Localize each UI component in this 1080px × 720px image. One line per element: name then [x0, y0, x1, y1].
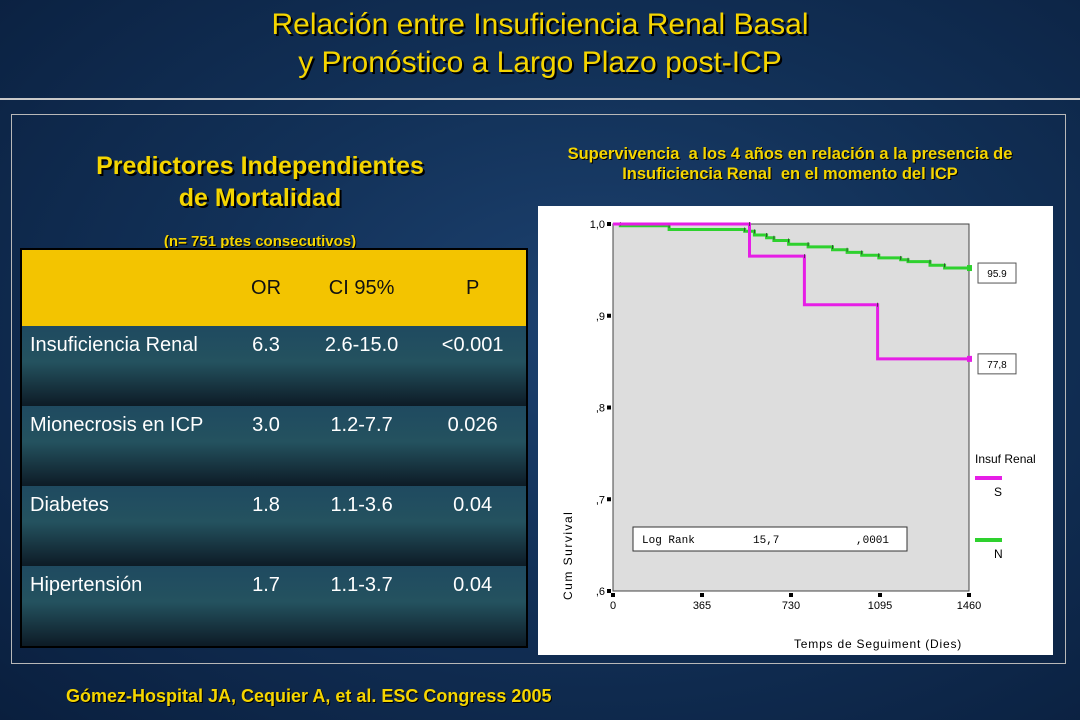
table-row: Hipertensión 1.7 1.1-3.7 0.04: [21, 566, 527, 647]
end-value-box: [977, 353, 1017, 375]
x-tick-label: 730: [782, 600, 800, 612]
slide-title-line2: y Pronóstico a Largo Plazo post-ICP: [298, 46, 782, 79]
log-rank-p-value: ,0001: [856, 535, 889, 547]
or-value: 1.7: [228, 566, 304, 647]
slide-title: Relación entre Insuficiencia Renal Basal…: [0, 6, 1080, 82]
legend-label: N: [994, 547, 1003, 561]
p-value: 0.026: [419, 406, 527, 486]
predictors-title-line2: de Mortalidad: [178, 184, 342, 212]
row-label: Diabetes: [21, 486, 229, 566]
p-value: <0.001: [419, 326, 527, 406]
p-value: 0.04: [419, 566, 527, 647]
x-tick-mark: [611, 593, 615, 597]
x-tick-mark: [789, 593, 793, 597]
table-row: Diabetes 1.8 1.1-3.6 0.04: [21, 486, 527, 566]
table-row: Mionecrosis en ICP 3.0 1.2-7.7 0.026: [21, 406, 527, 486]
x-tick-label: 0: [610, 600, 616, 612]
or-value: 1.8: [228, 486, 304, 566]
end-value-label: 77,8: [987, 360, 1007, 371]
survival-title-line2: Insuficiencia Renal en el momento del IC…: [622, 165, 958, 183]
table-header-row: OR CI 95% P: [21, 249, 527, 326]
x-tick-mark: [967, 593, 971, 597]
ci-value: 1.1-3.7: [303, 566, 420, 647]
end-labels: 77,8 95.9: [977, 262, 1017, 375]
end-value-label: 95.9: [987, 269, 1007, 280]
ci-value: 1.2-7.7: [303, 406, 420, 486]
series-line-s: [613, 222, 969, 361]
citation: Gómez-Hospital JA, Cequier A, et al. ESC…: [66, 686, 552, 706]
end-value-box: [977, 262, 1017, 284]
table-row: Insuficiencia Renal 6.3 2.6-15.0 <0.001: [21, 326, 527, 406]
y-axis-label: Cum Survival: [561, 511, 575, 600]
row-label: Insuficiencia Renal: [21, 326, 229, 406]
x-axis-label: Temps de Seguiment (Dies): [794, 637, 962, 651]
column-header: P: [419, 249, 527, 326]
row-label: Hipertensión: [21, 566, 229, 647]
predictors-title-line1: Predictores Independientes: [96, 152, 424, 180]
row-label: Mionecrosis en ICP: [21, 406, 229, 486]
y-tick-label: ,7: [596, 494, 605, 506]
survival-chart-title: Supervivencia a los 4 años en relación a…: [520, 144, 1060, 184]
slide-title-line1: Relación entre Insuficiencia Renal Basal: [271, 8, 809, 41]
or-value: 3.0: [228, 406, 304, 486]
series-end-marker: [967, 355, 972, 362]
legend-title: Insuf Renal: [975, 452, 1036, 466]
column-header: CI 95%: [303, 249, 420, 326]
predictors-table: OR CI 95% P Insuficiencia Renal 6.3 2.6-…: [20, 248, 528, 648]
predictors-title: Predictores Independientes de Mortalidad: [20, 150, 500, 214]
x-tick-mark: [700, 593, 704, 597]
column-header: OR: [228, 249, 304, 326]
or-value: 6.3: [228, 326, 304, 406]
x-tick-label: 1095: [868, 600, 892, 612]
y-tick-label: ,6: [596, 586, 605, 598]
log-rank-statistic: 15,7: [753, 535, 779, 547]
log-rank-label: Log Rank: [642, 535, 695, 547]
ci-value: 1.1-3.6: [303, 486, 420, 566]
content-panel: [11, 114, 1066, 664]
survival-chart: ,6 ,7 ,8 ,9 1,0 0 365 730 1095 1460 77,8 95.9 Log…: [561, 219, 1036, 651]
x-tick-mark: [878, 593, 882, 597]
predictors-subtitle: (n= 751 ptes consecutivos): [163, 233, 357, 250]
legend-label: S: [994, 485, 1002, 499]
survival-title-line1: Supervivencia a los 4 años en relación a…: [567, 145, 1013, 163]
x-axis: 0 365 730 1095 1460: [610, 593, 981, 612]
x-tick-label: 1460: [957, 600, 981, 612]
y-tick-label: ,8: [596, 403, 605, 415]
ci-value: 2.6-15.0: [303, 326, 420, 406]
column-header: [21, 249, 229, 326]
series-end-marker: [967, 265, 972, 272]
y-tick-mark: [607, 405, 611, 410]
title-divider: [0, 98, 1080, 100]
legend: Insuf Renal S N: [975, 452, 1036, 561]
y-tick-label: 1,0: [590, 219, 605, 231]
p-value: 0.04: [419, 486, 527, 566]
x-tick-label: 365: [693, 600, 711, 612]
series-layer: [613, 222, 972, 362]
log-rank-annotation: Log Rank 15,7 ,0001: [632, 526, 908, 552]
log-rank-box: [632, 526, 908, 552]
y-axis: ,6 ,7 ,8 ,9 1,0: [590, 219, 611, 598]
survival-chart-frame: ,6 ,7 ,8 ,9 1,0 0 365 730 1095 1460 77,8 95.9 Log…: [538, 206, 1053, 655]
y-tick-mark: [607, 313, 611, 318]
y-tick-label: ,9: [596, 311, 605, 323]
y-tick-mark: [607, 497, 611, 502]
y-tick-mark: [607, 222, 611, 226]
y-tick-mark: [607, 589, 611, 593]
